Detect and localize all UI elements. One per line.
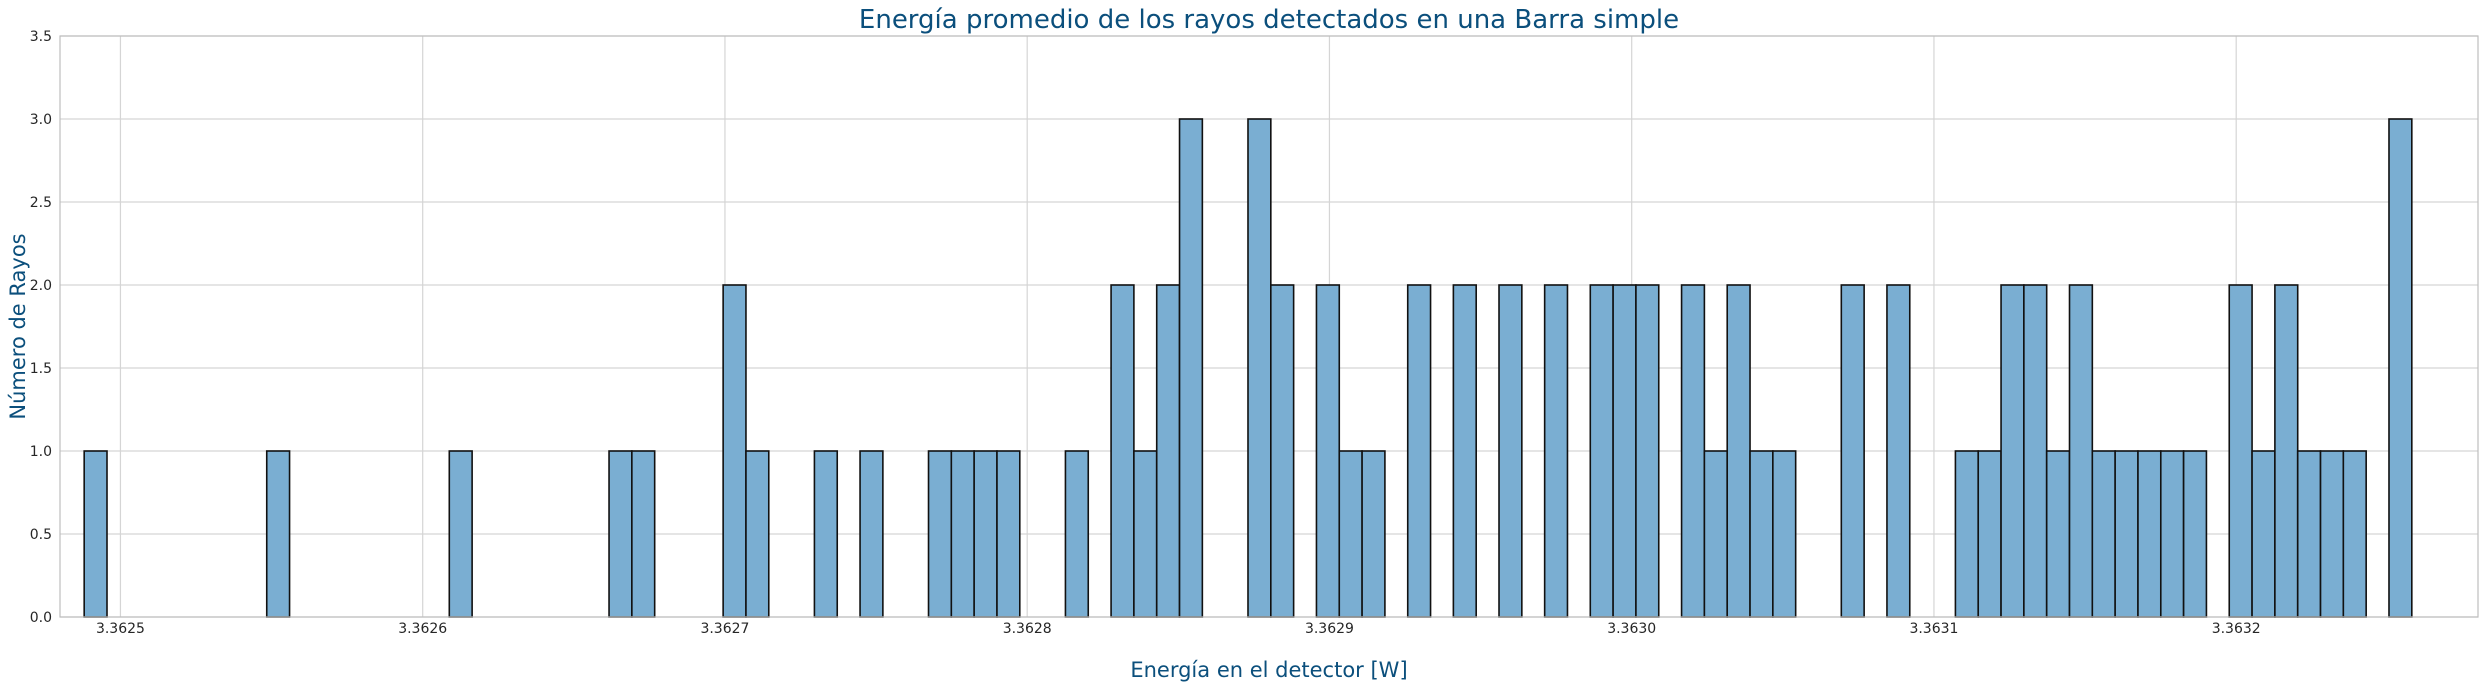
y-axis-label: Número de Rayos xyxy=(6,233,30,419)
histogram-bar xyxy=(1361,450,1386,618)
histogram-bar xyxy=(2114,450,2139,618)
histogram-bar xyxy=(265,450,291,618)
histogram-bar xyxy=(1155,284,1181,618)
histogram-bar xyxy=(1703,450,1729,618)
histogram-bar xyxy=(1612,284,1637,618)
x-tick-label: 3.3628 xyxy=(1003,621,1052,637)
x-tick-label: 3.3632 xyxy=(2212,621,2261,637)
histogram-bar xyxy=(2045,450,2071,618)
x-tick-label: 3.3629 xyxy=(1305,621,1354,637)
histogram-bar xyxy=(631,450,656,618)
histogram-bar xyxy=(1338,450,1363,618)
y-tick-label: 2.0 xyxy=(30,278,52,294)
histogram-bar xyxy=(1840,284,1865,618)
x-tick-label: 3.3630 xyxy=(1607,621,1656,637)
x-tick-label: 3.3625 xyxy=(96,621,145,637)
histogram-bar xyxy=(1589,284,1614,618)
histogram-bar xyxy=(973,450,998,618)
histogram-bar xyxy=(1247,118,1272,618)
x-axis-ticks: 3.3625 3.3626 3.3627 3.3628 3.3629 3.3630 3.36… xyxy=(96,621,2261,637)
histogram-bar xyxy=(1726,284,1751,618)
histogram-bar xyxy=(1270,284,1295,618)
histogram-bar xyxy=(2251,450,2276,618)
histogram-bar xyxy=(2023,284,2048,618)
histogram-bar xyxy=(1977,450,2002,618)
histogram-bar xyxy=(1772,450,1797,618)
histogram-bar xyxy=(1064,450,1090,618)
y-tick-label: 3.5 xyxy=(30,29,52,45)
histogram-bar xyxy=(2137,450,2162,618)
x-axis-label: Energía en el detector [W] xyxy=(1130,658,1407,682)
histogram-bar xyxy=(1133,450,1158,618)
histogram-bar xyxy=(813,450,839,618)
histogram-bar xyxy=(1635,284,1660,618)
histogram-bar xyxy=(2274,284,2299,618)
histogram-bar xyxy=(996,450,1021,618)
histogram-bar xyxy=(745,450,770,618)
histogram-bar xyxy=(1749,450,1774,618)
histogram-bar xyxy=(1110,284,1135,618)
x-tick-label: 3.3627 xyxy=(700,621,749,637)
histogram-bar xyxy=(2182,450,2208,618)
histogram-bar xyxy=(608,450,633,618)
histogram-bar xyxy=(1452,284,1477,618)
histogram-bar xyxy=(859,450,884,618)
x-tick-label: 3.3626 xyxy=(398,621,447,637)
histogram-bar xyxy=(1315,284,1341,618)
x-tick-label: 3.3631 xyxy=(1909,621,1958,637)
histogram-bar xyxy=(722,284,747,618)
y-tick-label: 2.5 xyxy=(30,195,52,211)
y-tick-label: 0.5 xyxy=(30,527,52,543)
histogram-bar xyxy=(1954,450,1980,618)
histogram-bar xyxy=(2388,118,2413,618)
histogram-bar xyxy=(2296,450,2322,618)
histogram-bar xyxy=(1498,284,1523,618)
histogram-bar xyxy=(2000,284,2025,618)
histogram-bar xyxy=(83,450,108,618)
histogram-bar xyxy=(1886,284,1911,618)
histogram-bar xyxy=(1680,284,1706,618)
histogram-bar xyxy=(2228,284,2253,618)
histogram-bar xyxy=(950,450,975,618)
histogram-bar xyxy=(1406,284,1432,618)
histogram-bar xyxy=(2068,284,2094,618)
y-tick-label: 3.0 xyxy=(30,112,52,128)
histogram-bar xyxy=(2319,450,2345,618)
histogram-bar xyxy=(927,450,953,618)
histogram-bar xyxy=(2159,450,2185,618)
chart-title: Energía promedio de los rayos detectados… xyxy=(859,5,1679,35)
histogram-bar xyxy=(448,450,473,618)
y-tick-label: 0.0 xyxy=(30,610,52,626)
histogram-bar xyxy=(1543,284,1569,618)
plot-frame xyxy=(59,35,2479,618)
y-tick-label: 1.5 xyxy=(30,361,52,377)
histogram-bar xyxy=(2091,450,2116,618)
histogram-bar xyxy=(2342,450,2367,618)
y-tick-label: 1.0 xyxy=(30,444,52,460)
histogram-bar xyxy=(1178,118,1204,618)
y-axis-ticks: 0.0 0.5 1.0 1.5 2.0 2.5 3.0 3.5 xyxy=(30,29,52,626)
